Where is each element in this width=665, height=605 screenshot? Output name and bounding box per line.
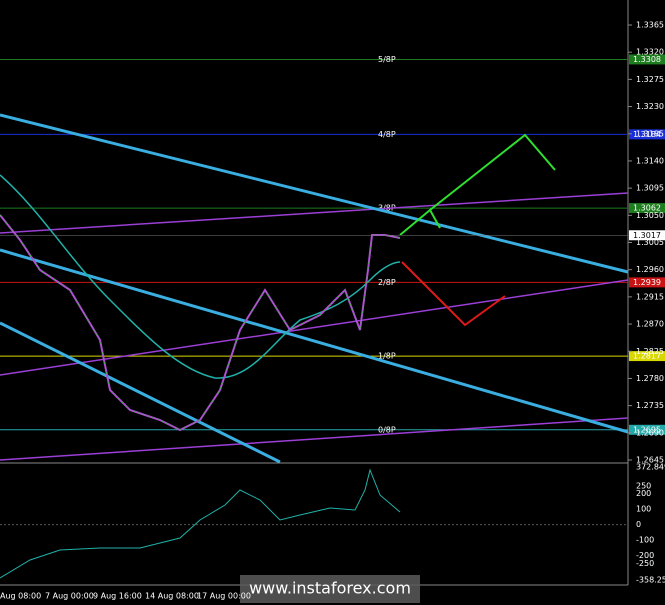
date-label: Aug 08:00: [0, 592, 41, 601]
price-tick-label: 1.3095: [636, 184, 664, 193]
level-price-box: [629, 203, 665, 214]
price-tick-label: 1.3320: [636, 48, 664, 57]
indicator-tick-label: 0: [636, 520, 641, 529]
indicator-tick-label: -250: [636, 559, 654, 568]
level-price: 1.2695: [633, 425, 661, 434]
level-label: 5/8P: [378, 55, 396, 64]
level-label: 2/8P: [378, 278, 396, 287]
indicator-tick-label: -200: [636, 551, 654, 560]
level-price-box: [629, 277, 665, 288]
watermark-box: [240, 575, 420, 603]
indicator-tick-label: 100: [636, 505, 651, 514]
price-tick-label: 1.2780: [636, 374, 664, 383]
level-price-box: [629, 129, 665, 140]
price-tick-label: 1.2915: [636, 292, 664, 301]
level-label: 4/8P: [378, 130, 396, 139]
price-tick-label: 1.2735: [636, 401, 664, 410]
price-series: [0, 214, 401, 432]
forecast-arrow: [401, 261, 506, 327]
level-price: 1.3184: [633, 130, 661, 139]
price-tick-label: 1.3365: [636, 21, 664, 30]
moving-average: [0, 174, 401, 379]
level-price-box: [629, 424, 665, 435]
level-price-box: [629, 54, 665, 65]
indicator-tick-label: 200: [636, 489, 651, 498]
date-label: 7 Aug 00:00: [45, 592, 94, 601]
watermark: www.instaforex.com: [249, 579, 411, 598]
price-tick-label: 1.2645: [636, 456, 664, 465]
level-price-box: [629, 351, 665, 362]
level-label: 1/8P: [378, 352, 396, 361]
channel-line: [0, 417, 629, 461]
current-price: 1.3017: [633, 231, 661, 240]
price-tick-label: 1.3050: [636, 211, 664, 220]
level-price: 1.3062: [633, 204, 661, 213]
indicator-line: [0, 468, 401, 579]
forecast-arrow: [429, 133, 556, 211]
indicator-tick-label: -358.25: [636, 576, 665, 585]
level-price: 1.3308: [633, 55, 661, 64]
trend-line: [0, 248, 629, 434]
level-price: 1.2817: [633, 352, 661, 361]
price-tick-label: 1.3185: [636, 129, 664, 138]
indicator-tick-label: 250: [636, 481, 651, 490]
price-tick-label: 1.3230: [636, 102, 664, 111]
channel-line: [0, 192, 629, 234]
indicator-tick-label: -100: [636, 536, 654, 545]
level-label: 0/8P: [378, 425, 396, 434]
price-tick-label: 1.2690: [636, 428, 664, 437]
trend-line: [0, 321, 281, 464]
price-tick-label: 1.3005: [636, 238, 664, 247]
indicator-tick-label: 372.8496: [636, 463, 665, 472]
date-label: 9 Aug 16:00: [93, 592, 142, 601]
date-label: 17 Aug 00:00: [197, 592, 251, 601]
trend-line: [0, 113, 629, 274]
date-label: 14 Aug 08:00: [145, 592, 199, 601]
price-tick-label: 1.3140: [636, 156, 664, 165]
price-tick-label: 1.3275: [636, 75, 664, 84]
current-price-box: [629, 230, 665, 241]
level-price: 1.2939: [633, 278, 661, 287]
price-tick-label: 1.2960: [636, 265, 664, 274]
price-tick-label: 1.2870: [636, 320, 664, 329]
price-tick-label: 1.2825: [636, 347, 664, 356]
